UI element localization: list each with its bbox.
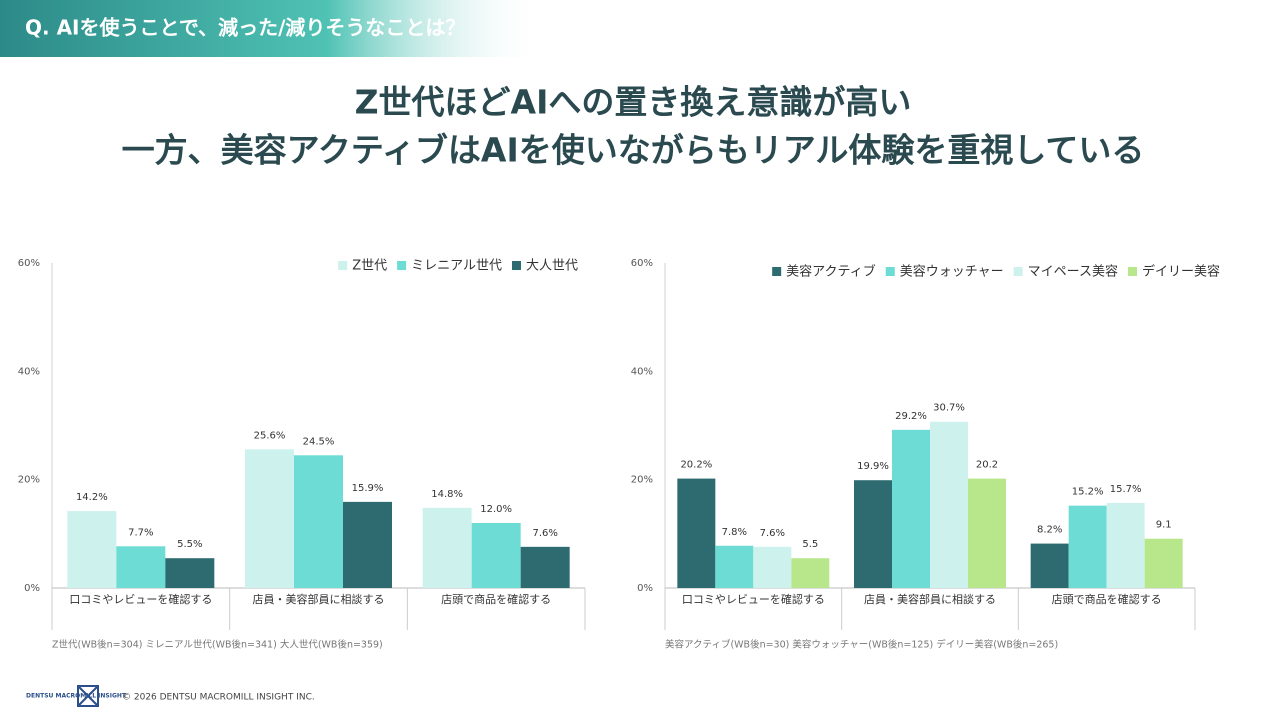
data-label: 7.6% — [532, 528, 557, 539]
legend-swatch — [397, 261, 407, 270]
legend-label: マイペース美容 — [1028, 264, 1118, 280]
bar — [67, 511, 117, 588]
y-tick-label: 20% — [18, 475, 40, 486]
x-tick-label: 口コミやレビューを確認する — [682, 592, 825, 606]
data-label: 7.7% — [128, 527, 153, 538]
bar — [1030, 543, 1069, 588]
bar — [294, 455, 343, 588]
data-label: 8.2% — [1037, 525, 1062, 536]
bar — [930, 421, 968, 588]
bar — [854, 480, 892, 588]
legend-swatch — [772, 267, 782, 276]
bar — [892, 429, 930, 588]
bar — [245, 449, 294, 588]
data-label: 20.2% — [680, 460, 712, 471]
bar — [753, 546, 792, 588]
bar — [343, 501, 392, 588]
y-tick-label: 60% — [631, 258, 653, 269]
legend-label: 美容アクティブ — [786, 264, 876, 280]
legend-swatch — [885, 267, 895, 276]
bar — [968, 478, 1006, 588]
x-tick-label: 店員・美容部員に相談する — [864, 592, 996, 606]
logo-text: DENTSU MACROMILL INSIGHT — [26, 693, 127, 700]
bar — [1144, 538, 1183, 588]
question: Q. AIを使うことで、減った/減りそうなことは？ — [25, 16, 465, 40]
data-label: 25.6% — [254, 430, 286, 441]
bar — [422, 507, 472, 588]
legend-swatch — [338, 261, 348, 270]
data-label: 30.7% — [933, 403, 965, 414]
data-label: 15.9% — [352, 483, 384, 494]
logo: DENTSU MACROMILL INSIGHT — [26, 685, 127, 707]
bar — [116, 546, 166, 588]
copyright: © 2026 DENTSU MACROMILL INSIGHT INC. — [122, 693, 315, 703]
data-label: 19.9% — [857, 461, 889, 472]
legend-label: Z世代 — [352, 259, 387, 274]
footnote: Z世代(WB後n=304) ミレニアル世代(WB後n=341) 大人世代(WB後… — [52, 639, 383, 651]
legend-swatch — [511, 261, 521, 270]
data-label: 5.5% — [177, 539, 202, 550]
bar — [791, 558, 830, 588]
bar — [165, 558, 215, 588]
y-tick-label: 20% — [631, 475, 653, 486]
data-label: 14.2% — [76, 492, 108, 503]
y-tick-label: 40% — [631, 366, 653, 377]
data-label: 15.7% — [1110, 484, 1142, 495]
headline: Z世代ほどAIへの置き換え意識が高い — [355, 83, 912, 122]
legend-label: デイリー美容 — [1142, 264, 1220, 280]
bar — [1068, 505, 1107, 588]
legend-label: 美容ウォッチャー — [900, 264, 1004, 280]
x-tick-label: 店頭で商品を確認する — [1052, 592, 1162, 606]
x-tick-label: 店頭で商品を確認する — [441, 592, 551, 606]
header-band — [0, 0, 545, 57]
data-label: 15.2% — [1072, 487, 1104, 498]
data-label: 5.5 — [802, 539, 818, 550]
data-label: 20.2 — [976, 460, 998, 471]
bar — [471, 523, 521, 588]
data-label: 12.0% — [480, 504, 512, 515]
data-label: 7.8% — [722, 527, 747, 538]
x-tick-label: 口コミやレビューを確認する — [69, 592, 212, 606]
footnote: 美容アクティブ(WB後n=30) 美容ウォッチャー(WB後n=125) デイリー… — [665, 639, 1058, 651]
y-tick-label: 40% — [18, 366, 40, 377]
legend-label: ミレニアル世代 — [411, 259, 502, 274]
legend-label: 大人世代 — [526, 259, 578, 274]
legend-swatch — [1127, 267, 1137, 276]
y-tick-label: 0% — [24, 583, 40, 594]
y-tick-label: 0% — [637, 583, 653, 594]
data-label: 14.8% — [431, 489, 463, 500]
bar — [1106, 502, 1145, 588]
legend-swatch — [1013, 267, 1023, 276]
data-label: 9.1 — [1156, 520, 1172, 531]
data-label: 29.2% — [895, 411, 927, 422]
bar — [715, 545, 754, 588]
bar — [677, 478, 716, 588]
data-label: 7.6% — [760, 528, 785, 539]
y-tick-label: 60% — [18, 258, 40, 269]
data-label: 24.5% — [303, 436, 335, 447]
x-tick-label: 店員・美容部員に相談する — [253, 592, 385, 606]
headline: 一方、美容アクティブはAIを使いながらもリアル体験を重視している — [122, 131, 1145, 170]
bar — [520, 546, 570, 588]
